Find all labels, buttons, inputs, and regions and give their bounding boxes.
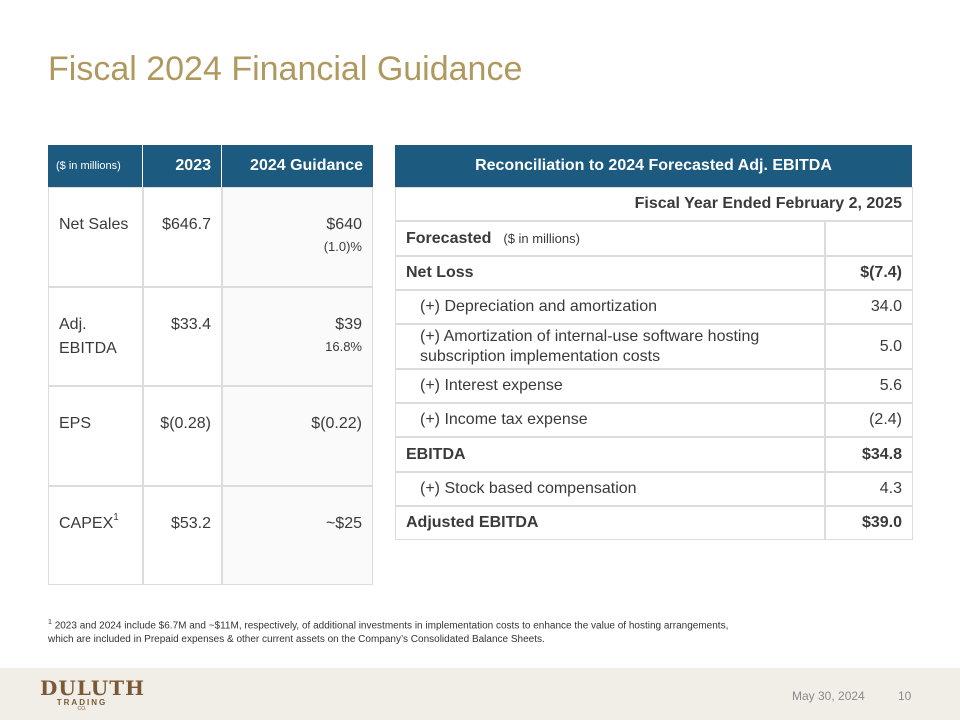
logo-main: DULUTH bbox=[40, 676, 145, 700]
row-value: 4.3 bbox=[879, 480, 902, 497]
row-label-cell: Net Sales bbox=[48, 187, 143, 287]
header-cell: ($ in millions) bbox=[48, 145, 143, 187]
header-cell: 2023 bbox=[143, 145, 222, 187]
unit: ($ in millions) bbox=[503, 231, 580, 246]
row-label: CAPEX bbox=[59, 515, 114, 532]
value-2024: $640 bbox=[326, 216, 362, 233]
row-label-cell: Adj. EBITDA bbox=[48, 287, 143, 386]
row-label: (+) Depreciation and amortization bbox=[420, 298, 658, 315]
footer: DULUTH TRADING CO. May 30, 2024 10 bbox=[0, 668, 960, 720]
row-label-cell: EPS bbox=[48, 386, 143, 486]
label-cell: (+) Income tax expense bbox=[395, 403, 825, 437]
row-value: 34.0 bbox=[870, 298, 902, 315]
footnote-marker: 1 bbox=[48, 619, 52, 626]
logo: DULUTH TRADING CO. bbox=[40, 676, 145, 712]
label-cell: (+) Interest expense bbox=[395, 369, 825, 403]
value-2023: $(0.28) bbox=[160, 415, 211, 432]
footnote-text: 2023 and 2024 include $6.7M and ~$11M, r… bbox=[48, 620, 729, 646]
value-cell: (2.4) bbox=[825, 403, 913, 437]
row-value: 5.0 bbox=[879, 337, 902, 355]
header-cell: 2024 Guidance bbox=[222, 145, 373, 187]
value-2024: $(0.22) bbox=[311, 415, 362, 432]
row-label: EBITDA bbox=[406, 445, 466, 463]
value-cell: ~$25 bbox=[222, 486, 373, 585]
period-cell: Fiscal Year Ended February 2, 2025 bbox=[395, 187, 913, 221]
value-cell: $39 16.8% bbox=[222, 287, 373, 386]
row-label: (+) Amortization of internal-use softwar… bbox=[420, 327, 760, 365]
period: Fiscal Year Ended February 2, 2025 bbox=[634, 195, 902, 212]
row-value: (2.4) bbox=[869, 411, 902, 428]
superscript: 1 bbox=[113, 512, 119, 523]
empty-cell bbox=[825, 221, 913, 256]
value-cell: $(7.4) bbox=[825, 256, 913, 290]
row-value: $(7.4) bbox=[860, 264, 902, 281]
row-label: (+) Interest expense bbox=[420, 377, 563, 394]
logo-co: CO. bbox=[77, 706, 87, 712]
label-cell: (+) Depreciation and amortization bbox=[395, 290, 825, 324]
forecasted: Forecasted bbox=[406, 229, 492, 247]
date: May 30, 2024 bbox=[792, 689, 865, 703]
row-label: Adjusted EBITDA bbox=[406, 514, 539, 531]
value-cell: $34.8 bbox=[825, 437, 913, 472]
value-note: 16.8% bbox=[325, 339, 362, 354]
value-cell: $640 (1.0)% bbox=[222, 187, 373, 287]
label-cell: (+) Stock based compensation bbox=[395, 472, 825, 506]
row-label: EPS bbox=[59, 415, 92, 432]
value-2024: ~$25 bbox=[325, 515, 362, 532]
row-label: (+) Stock based compensation bbox=[420, 480, 637, 497]
label-cell: Adjusted EBITDA bbox=[395, 506, 825, 540]
row-value: $39.0 bbox=[861, 514, 902, 531]
logo-sub: TRADING bbox=[56, 698, 108, 707]
label-cell: Net Loss bbox=[395, 256, 825, 290]
label-cell: EBITDA bbox=[395, 437, 825, 472]
value-cell: 4.3 bbox=[825, 472, 913, 506]
header-cell: Reconciliation to 2024 Forecasted Adj. E… bbox=[395, 145, 913, 187]
value-cell: 34.0 bbox=[825, 290, 913, 324]
row-label-cell: CAPEX 1 bbox=[48, 486, 143, 585]
value-cell: $(0.28) bbox=[143, 386, 222, 486]
value-cell: 5.6 bbox=[825, 369, 913, 403]
value-cell: $(0.22) bbox=[222, 386, 373, 486]
value-2024: $39 bbox=[335, 316, 362, 333]
row-label: Adj. EBITDA bbox=[59, 316, 117, 357]
value-cell: 5.0 bbox=[825, 324, 913, 369]
row-label: Net Sales bbox=[59, 216, 129, 233]
value-cell: $53.2 bbox=[143, 486, 222, 585]
value-2023: $53.2 bbox=[170, 515, 211, 532]
row-label: Net Loss bbox=[406, 264, 474, 281]
row-value: 5.6 bbox=[879, 377, 902, 394]
forecast-cell: Forecasted ($ in millions) bbox=[395, 221, 825, 256]
value-cell: $39.0 bbox=[825, 506, 913, 540]
value-2023: $33.4 bbox=[170, 316, 211, 333]
label-cell: (+) Amortization of internal-use softwar… bbox=[395, 324, 825, 369]
value-note: (1.0)% bbox=[323, 239, 362, 254]
value-cell: $33.4 bbox=[143, 287, 222, 386]
page-title: Fiscal 2024 Financial Guidance bbox=[48, 50, 523, 88]
value-cell: $646.7 bbox=[143, 187, 222, 287]
value-2023: $646.7 bbox=[162, 216, 211, 233]
page-number: 10 bbox=[898, 689, 912, 703]
footnote: 1 2023 and 2024 include $6.7M and ~$11M,… bbox=[48, 616, 748, 647]
row-value: $34.8 bbox=[861, 445, 902, 463]
row-label: (+) Income tax expense bbox=[420, 411, 588, 428]
